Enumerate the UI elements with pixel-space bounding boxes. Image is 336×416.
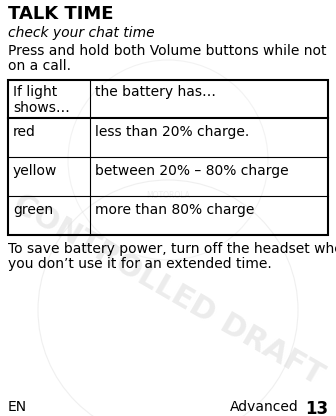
Text: 13: 13 [305,400,328,416]
Text: TALK TIME: TALK TIME [8,5,114,23]
Text: on a call.: on a call. [8,59,71,73]
Text: MOTOROLA: MOTOROLA [146,191,190,200]
Text: Press and hold both Volume buttons while not: Press and hold both Volume buttons while… [8,44,327,58]
Text: you don’t use it for an extended time.: you don’t use it for an extended time. [8,257,272,271]
Text: the battery has…: the battery has… [95,85,216,99]
Bar [8,80,328,235]
Text: red: red [13,125,36,139]
Text: less than 20% charge.: less than 20% charge. [95,125,249,139]
Text: check your chat time: check your chat time [8,26,155,40]
Text: CONTROLLED DRAFT: CONTROLLED DRAFT [8,189,328,391]
Text: yellow: yellow [13,164,57,178]
Text: EN: EN [8,400,27,414]
Text: To save battery power, turn off the headset when: To save battery power, turn off the head… [8,242,336,256]
Text: green: green [13,203,53,217]
Text: Advanced: Advanced [230,400,299,414]
Text: between 20% – 80% charge: between 20% – 80% charge [95,164,289,178]
Text: If light
shows…: If light shows… [13,85,70,115]
Text: more than 80% charge: more than 80% charge [95,203,254,217]
